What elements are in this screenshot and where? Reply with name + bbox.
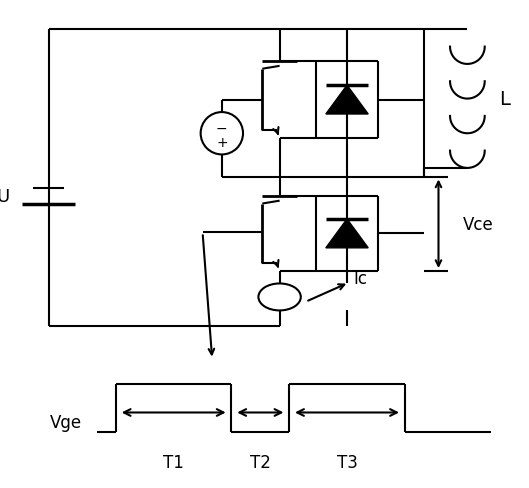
Text: Ic: Ic [354,269,368,287]
Text: T1: T1 [163,453,184,471]
Text: −: − [216,121,227,135]
Polygon shape [326,86,368,115]
Text: L: L [499,90,510,109]
Text: +: + [216,136,227,150]
Text: Vce: Vce [462,215,494,233]
Text: T3: T3 [336,453,358,471]
Text: U: U [0,187,10,205]
Text: Vge: Vge [50,413,82,431]
Text: T2: T2 [250,453,271,471]
Polygon shape [326,220,368,248]
